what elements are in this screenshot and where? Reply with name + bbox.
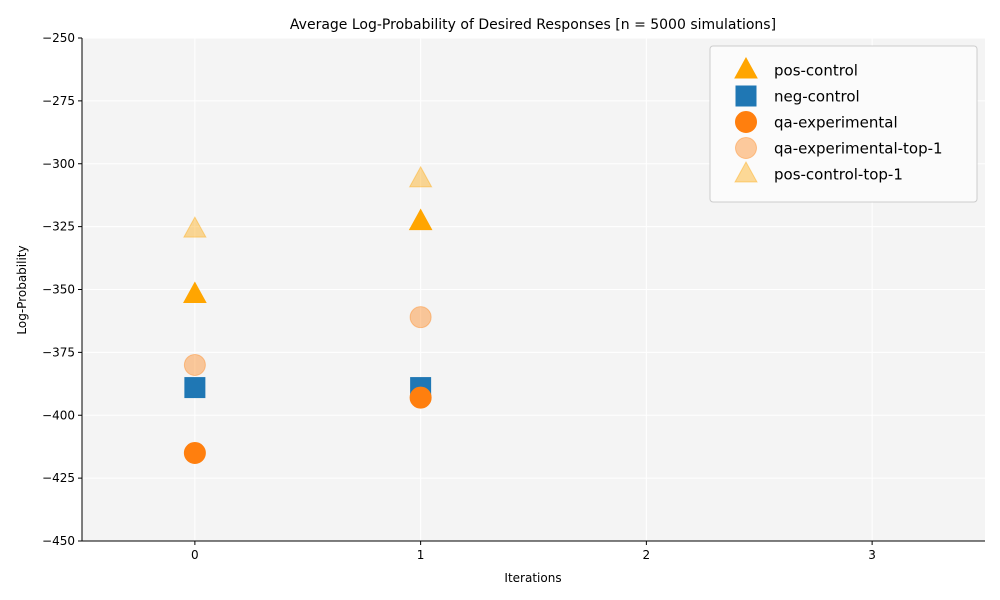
y-tick-label: −375: [42, 345, 75, 359]
legend-label: neg-control: [774, 88, 860, 106]
legend-pos-control-marker: [734, 56, 758, 79]
y-ticks: −450 −425 −400 −375 −350 −325 −300 −275 −250: [42, 31, 82, 548]
data-markers: [183, 165, 433, 464]
legend: pos-control neg-control qa-experimental qa-…: [709, 45, 978, 203]
y-tick-label: −250: [42, 31, 75, 45]
legend-label: qa-experimental: [774, 114, 898, 132]
chart-title: Average Log-Probability of Desired Respo…: [290, 17, 776, 33]
x-tick-label: 1: [417, 548, 425, 562]
qa-experimental-marker: [409, 386, 432, 409]
legend-qa-experimental-top-1-marker: [735, 137, 757, 159]
legend-neg-control-marker: [735, 85, 757, 107]
legend-label: pos-control-top-1: [774, 166, 903, 184]
y-tick-label: −350: [42, 283, 75, 297]
qa-experimental-top-1-marker: [409, 306, 432, 329]
y-tick-label: −275: [42, 94, 75, 108]
legend-label: pos-control: [774, 62, 858, 80]
y-tick-label: −400: [42, 408, 75, 422]
x-tick-label: 3: [868, 548, 876, 562]
x-tick-label: 0: [191, 548, 199, 562]
y-tick-label: −425: [42, 471, 75, 485]
x-ticks: 0 1 2 3: [191, 541, 876, 562]
pos-control-top-1-marker: [183, 216, 207, 238]
y-axis-title: Log-Probability: [15, 245, 29, 334]
pos-control-top-1-marker: [408, 165, 433, 188]
x-tick-label: 2: [643, 548, 651, 562]
y-tick-label: −300: [42, 157, 75, 171]
y-tick-label: −325: [42, 220, 75, 234]
x-axis-title: Iterations: [504, 571, 561, 585]
legend-label: qa-experimental-top-1: [774, 140, 943, 158]
legend-pos-control-top-1-marker: [734, 160, 758, 183]
neg-control-marker: [184, 377, 206, 399]
y-tick-label: −450: [42, 534, 75, 548]
legend-qa-experimental-marker: [735, 111, 757, 133]
qa-experimental-marker: [183, 441, 206, 464]
legend-box: [709, 45, 978, 203]
pos-control-marker: [183, 281, 207, 304]
pos-control-marker: [408, 208, 433, 231]
qa-experimental-top-1-marker: [183, 353, 206, 376]
